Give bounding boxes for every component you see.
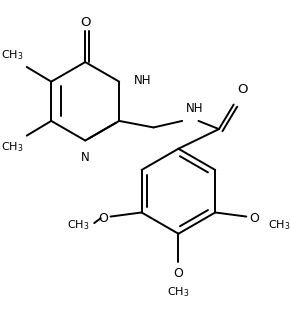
Text: CH$_3$: CH$_3$ xyxy=(268,218,290,232)
Text: CH$_3$: CH$_3$ xyxy=(167,285,190,299)
Text: NH: NH xyxy=(186,102,204,115)
Text: CH$_3$: CH$_3$ xyxy=(67,218,89,232)
Text: O: O xyxy=(80,16,90,29)
Text: O: O xyxy=(173,267,183,280)
Text: O: O xyxy=(249,212,259,225)
Text: NH: NH xyxy=(134,73,151,86)
Text: N: N xyxy=(81,151,90,164)
Text: O: O xyxy=(98,212,108,225)
Text: CH$_3$: CH$_3$ xyxy=(1,141,23,154)
Text: O: O xyxy=(237,83,247,96)
Text: CH$_3$: CH$_3$ xyxy=(1,48,23,62)
